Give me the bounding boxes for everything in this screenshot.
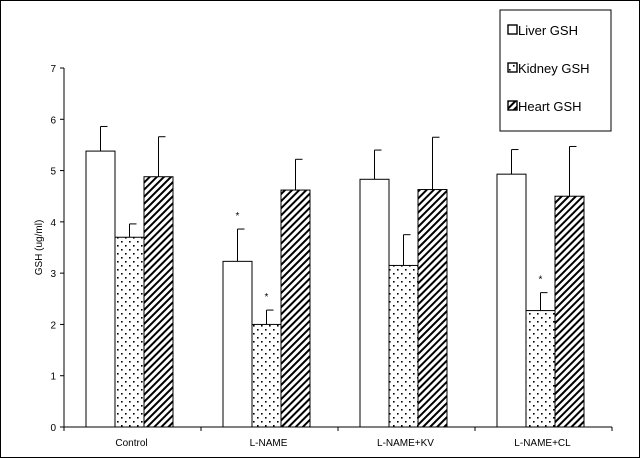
legend-label: Heart GSH bbox=[518, 99, 582, 114]
bar-dots bbox=[525, 310, 556, 428]
bar-dots bbox=[388, 264, 419, 428]
bar-diagonal bbox=[280, 189, 311, 428]
y-tick-label: 0 bbox=[50, 423, 56, 434]
legend-swatch-blank bbox=[507, 24, 518, 35]
y-tick-label: 4 bbox=[50, 218, 56, 229]
significance-marker: * bbox=[236, 211, 240, 222]
bars-group: * * * bbox=[85, 125, 585, 428]
y-tick-label: 2 bbox=[50, 320, 56, 331]
y-axis-title: GSH (ug/ml) bbox=[34, 220, 45, 276]
y-tick-label: 5 bbox=[50, 167, 56, 178]
x-category-label: L-NAME bbox=[250, 438, 288, 449]
legend-swatch-diagonal bbox=[507, 100, 518, 111]
bar-dots bbox=[251, 323, 282, 428]
y-tick-label: 1 bbox=[50, 372, 56, 383]
legend: Liver GSH Kidney GSH Heart GSH bbox=[499, 9, 612, 132]
significance-marker: * bbox=[265, 292, 269, 303]
bar-blank bbox=[85, 150, 116, 428]
legend-label: Kidney GSH bbox=[518, 61, 590, 76]
legend-box bbox=[499, 9, 612, 132]
y-tick-label: 7 bbox=[50, 64, 56, 75]
legend-swatch-dots bbox=[507, 62, 518, 73]
y-tick-label: 6 bbox=[50, 115, 56, 126]
bar-blank bbox=[222, 260, 253, 428]
bar-diagonal bbox=[554, 195, 585, 428]
legend-label: Liver GSH bbox=[518, 23, 578, 38]
y-tick-label: 3 bbox=[50, 269, 56, 280]
bar-blank bbox=[359, 178, 390, 428]
x-category-label: Control bbox=[115, 438, 147, 449]
x-category-label: L-NAME+CL bbox=[514, 438, 571, 449]
bar-diagonal bbox=[143, 176, 174, 428]
bar-dots bbox=[114, 236, 145, 428]
x-category-label: L-NAME+KV bbox=[377, 438, 434, 449]
significance-marker: * bbox=[539, 275, 543, 286]
bar-blank bbox=[496, 173, 527, 428]
bar-diagonal bbox=[417, 189, 448, 428]
